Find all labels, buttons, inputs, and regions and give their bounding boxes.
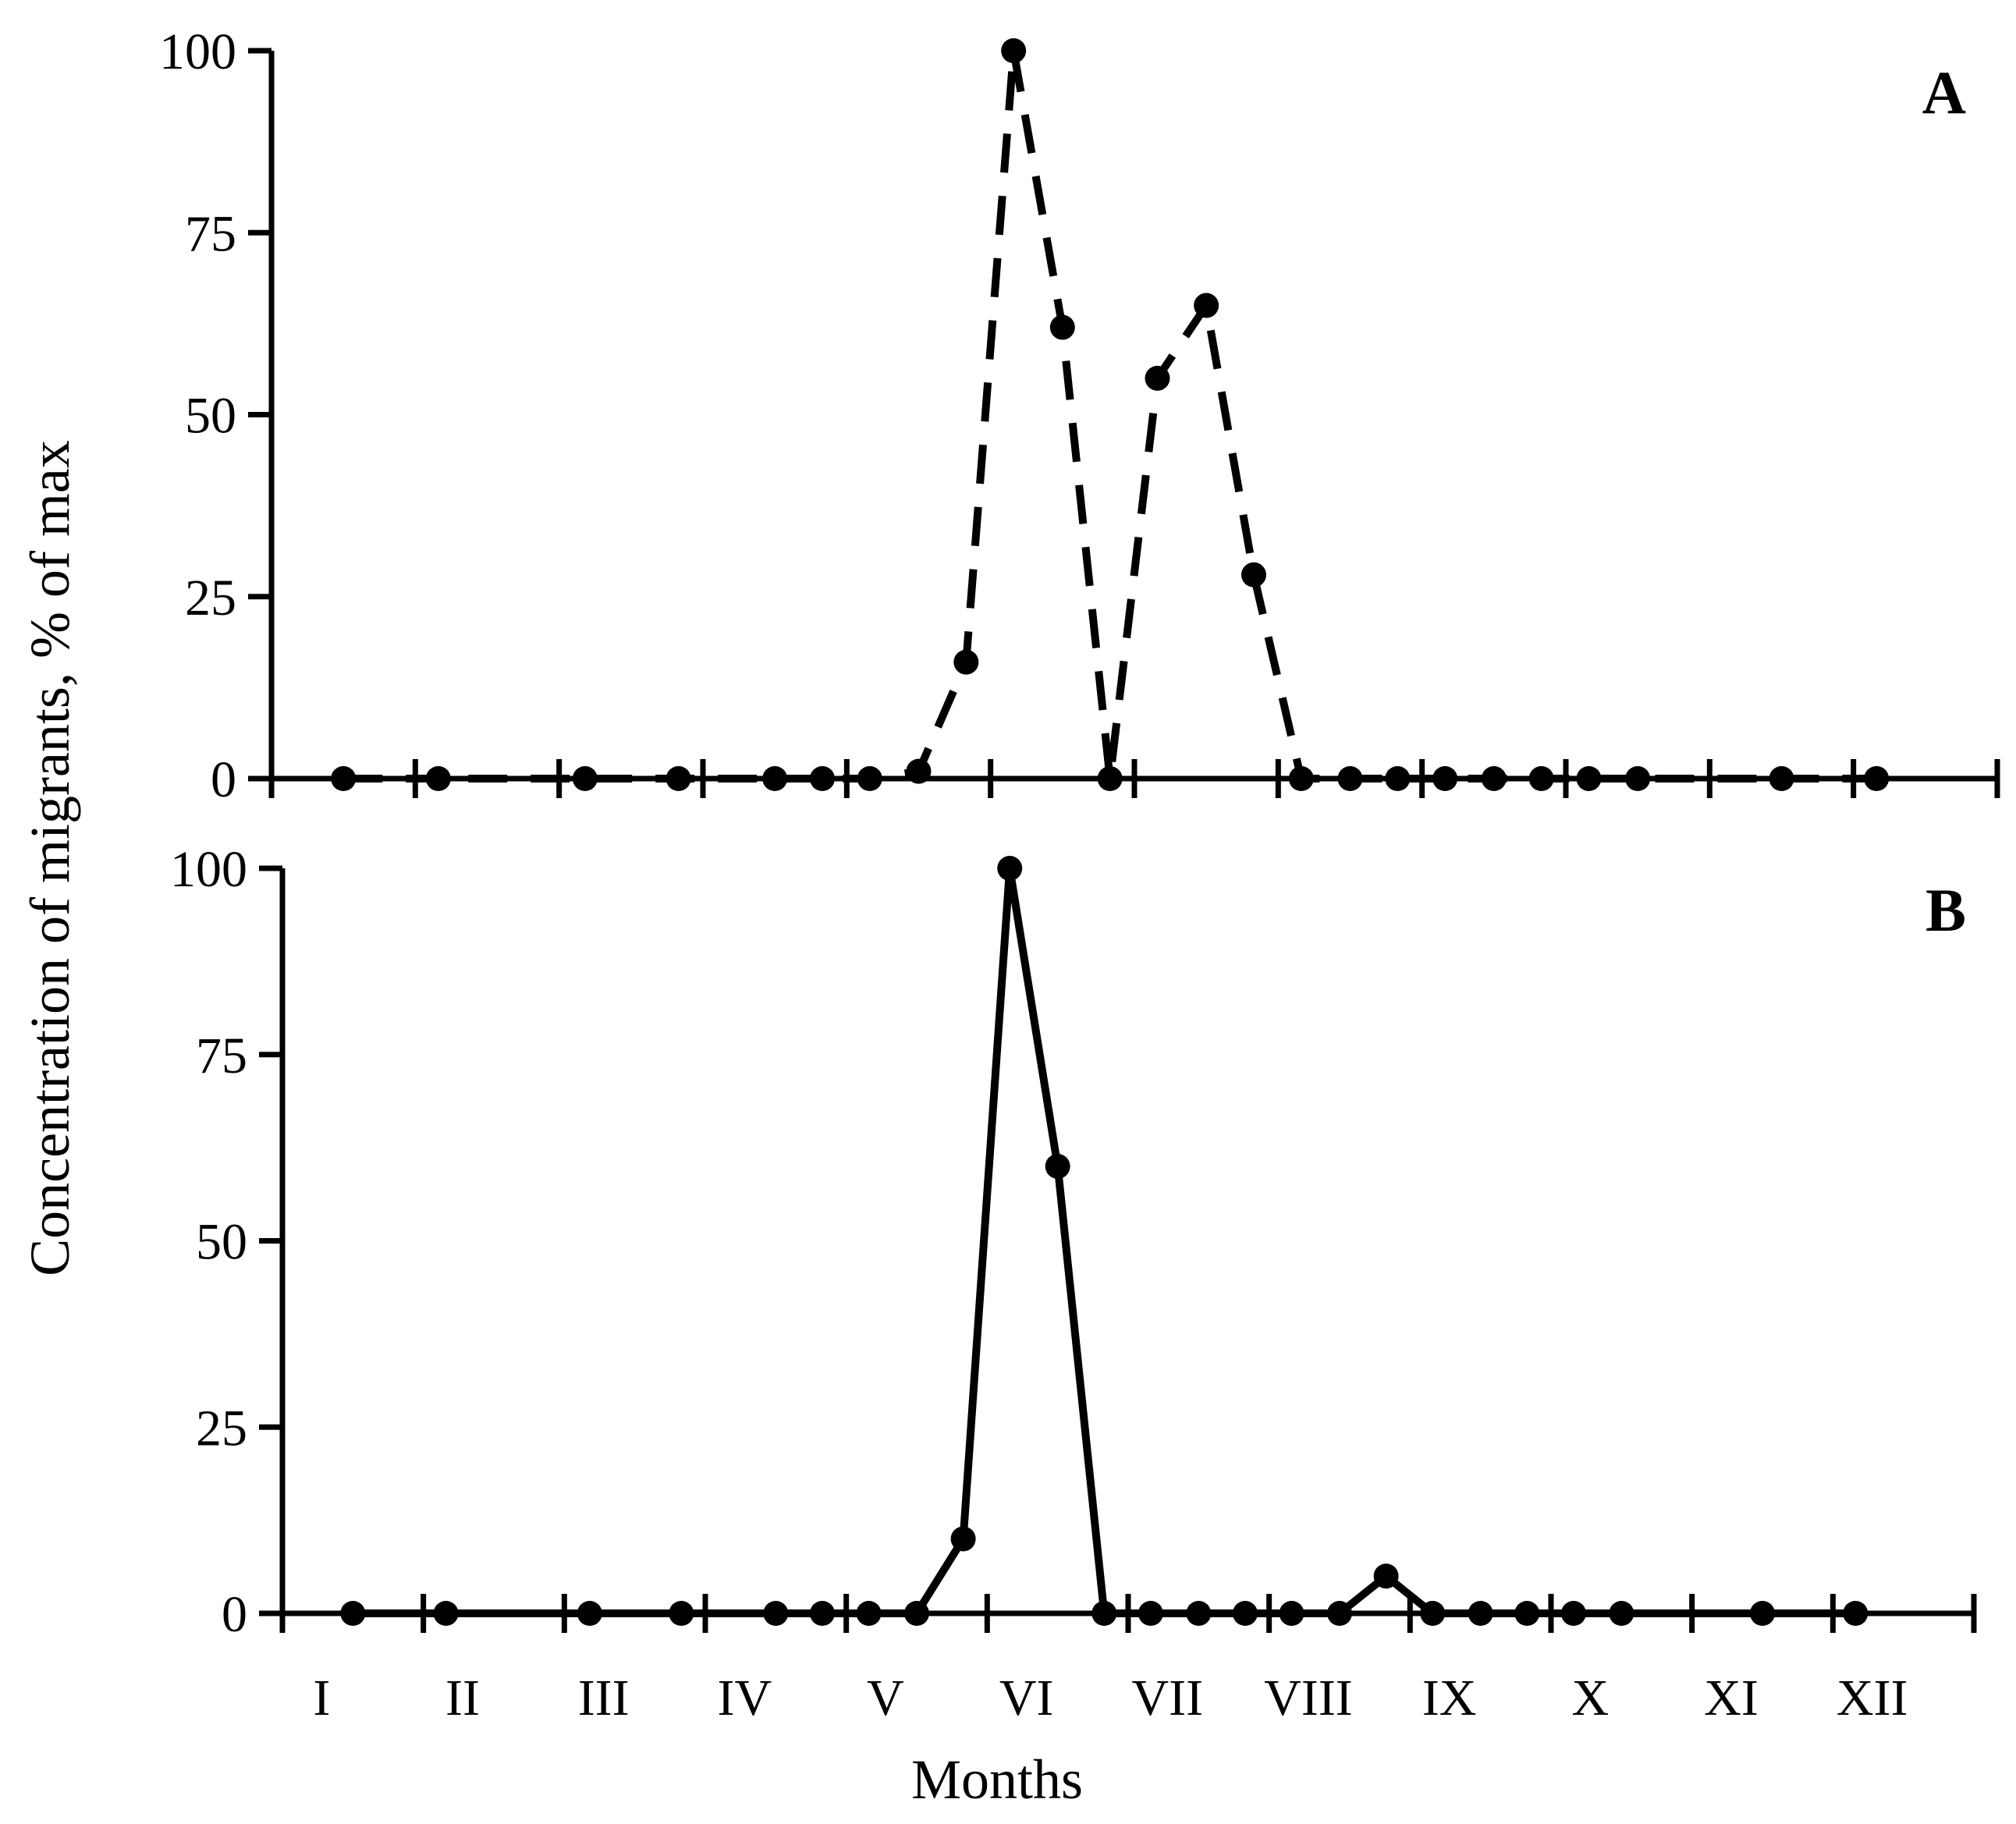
data-point [1468,1601,1493,1626]
data-point [997,856,1023,881]
panel-label: B [1925,876,1966,944]
data-point [953,649,979,675]
panel-label: A [1922,59,1966,126]
data-point [1232,1601,1258,1626]
data-point [1288,766,1314,791]
x-tick-label: I [313,1670,330,1726]
data-point [1001,38,1027,63]
y-tick-label: 100 [170,841,247,898]
y-tick-label: 25 [196,1400,247,1457]
data-point [1625,766,1651,791]
x-tick-label: VII [1132,1670,1204,1726]
data-point [906,758,932,784]
data-point [1194,293,1219,318]
series-line [353,864,1856,1617]
data-point [809,766,835,791]
x-tick-label: IX [1422,1670,1477,1726]
data-point [904,1601,929,1626]
data-point [1091,1601,1117,1626]
x-tick-label: II [445,1670,480,1726]
y-tick-label: 100 [159,23,236,80]
data-point [1560,1601,1586,1626]
data-point [1145,365,1170,391]
x-tick-label: IV [718,1670,772,1726]
data-point [425,766,451,791]
data-point [1279,1601,1304,1626]
data-point [1432,766,1458,791]
data-point [1373,1563,1399,1589]
y-tick-label: 50 [196,1214,247,1271]
data-point [1049,314,1075,340]
data-point [669,1601,694,1626]
y-tick-label: 75 [185,205,236,262]
data-point [340,1601,366,1626]
x-tick-label: V [867,1670,904,1726]
y-tick-label: 0 [211,751,236,808]
y-axis-title: Concentration of migrants, % of max [19,440,81,1276]
y-tick-label: 50 [185,388,236,445]
data-point [1769,766,1794,791]
data-point [856,1601,882,1626]
x-tick-label: XI [1704,1670,1759,1726]
data-point [572,766,598,791]
data-point [331,766,357,791]
data-point [1481,766,1507,791]
y-tick-label: 75 [196,1027,247,1084]
data-point [1514,1601,1540,1626]
data-point [1609,1601,1634,1626]
data-point [1097,766,1123,791]
data-point [1138,1601,1163,1626]
data-point [1327,1601,1352,1626]
data-point [857,766,882,791]
x-tick-label: VIII [1264,1670,1353,1726]
x-tick-label: III [578,1670,630,1726]
data-point [1186,1601,1212,1626]
data-point [1843,1601,1869,1626]
x-tick-label: X [1571,1670,1609,1726]
x-tick-labels: I II III IV V VI VII VIII IX X XI XII [313,1670,1908,1726]
data-point [665,766,691,791]
y-tick-label: 0 [222,1586,247,1643]
data-point [763,1601,789,1626]
data-point [577,1601,602,1626]
data-point [762,766,788,791]
data-point [1528,766,1554,791]
data-point [1385,766,1411,791]
y-tick-label: 25 [185,570,236,626]
data-point [1240,562,1266,587]
data-point [1576,766,1602,791]
x-tick-label: VI [999,1670,1054,1726]
data-point [1864,766,1890,791]
data-point [1337,766,1363,791]
data-point [1420,1601,1446,1626]
data-point [809,1601,835,1626]
panel-b-chart: 0 25 50 75 100 B [170,841,1977,1643]
data-point [1750,1601,1775,1626]
x-tick-label: XII [1837,1670,1908,1726]
data-point [1045,1154,1070,1179]
panel-a-chart: 0 25 50 75 100 A [159,23,2000,808]
series-line [343,47,1877,782]
x-axis-title: Months [911,1748,1083,1811]
data-point [950,1526,976,1552]
data-point [433,1601,459,1626]
